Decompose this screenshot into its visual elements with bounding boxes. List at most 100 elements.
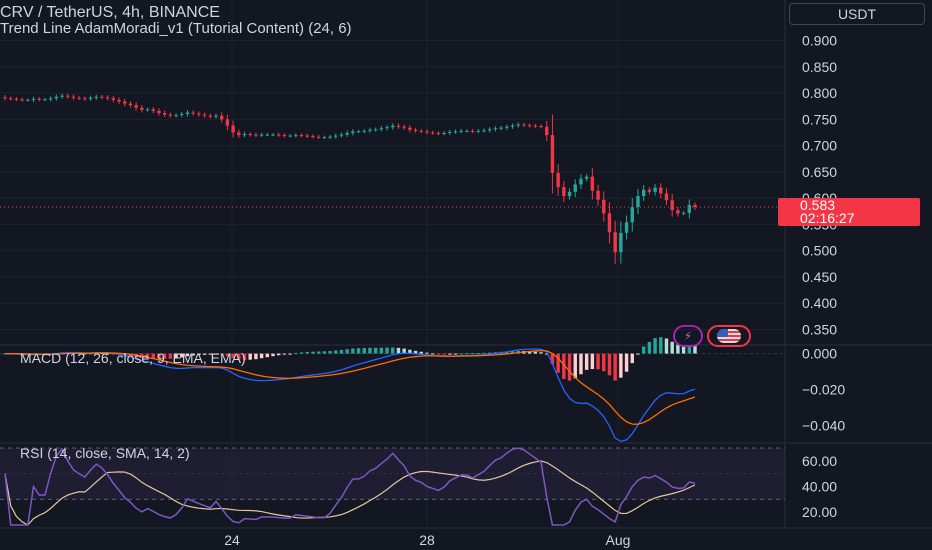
macd-histogram-bar <box>664 338 669 354</box>
macd-histogram-bar <box>197 353 201 356</box>
macd-histogram-bar <box>334 350 338 354</box>
macd-histogram-bar <box>584 353 589 370</box>
candle-body <box>379 128 384 130</box>
macd-histogram-bar <box>482 352 486 354</box>
candle-body <box>482 130 486 132</box>
price-axis-label: 0.900 <box>802 33 837 49</box>
candle-body <box>693 204 697 208</box>
candle-body <box>277 134 281 136</box>
candle-body <box>607 213 612 233</box>
candle-body <box>465 130 469 132</box>
candle-body <box>408 127 412 130</box>
macd-histogram-bar <box>174 353 178 359</box>
candle-body <box>362 130 366 132</box>
macd-histogram-bar <box>168 353 173 359</box>
candle-body <box>140 107 144 110</box>
macd-histogram-bar <box>328 350 332 354</box>
macd-axis-label: −0.040 <box>802 417 845 433</box>
candle-body <box>316 136 321 138</box>
currency-button[interactable]: USDT <box>789 3 925 25</box>
candle-body <box>619 232 623 253</box>
candle-body <box>613 232 617 253</box>
price-axis-label: 0.350 <box>802 321 837 337</box>
candle-body <box>225 119 230 126</box>
time-axis-label: Aug <box>606 532 631 548</box>
candle-body <box>248 134 252 136</box>
macd-histogram-bar <box>636 353 640 355</box>
macd-histogram-bar <box>339 349 344 354</box>
candle-body <box>442 132 446 134</box>
macd-histogram-bar <box>356 348 361 354</box>
macd-histogram-bar <box>402 348 406 354</box>
macd-histogram-bar <box>602 353 606 372</box>
candle-body <box>191 112 195 114</box>
macd-histogram-bar <box>448 353 452 355</box>
macd-histogram-bar <box>88 353 93 355</box>
candle-body <box>100 96 104 98</box>
candle-body <box>345 132 349 135</box>
candle-body <box>328 136 332 138</box>
candle-body <box>339 134 344 136</box>
candle-body <box>282 135 287 137</box>
candle-body <box>60 95 64 97</box>
candle-body <box>231 125 235 133</box>
candle-body <box>373 129 378 131</box>
macd-histogram-bar <box>505 351 509 354</box>
us-flag-icon[interactable] <box>707 325 751 347</box>
price-axis-label: 0.400 <box>802 295 837 311</box>
time-axis-label: 24 <box>224 532 240 548</box>
candle-body <box>111 98 116 100</box>
candle-body <box>596 190 600 200</box>
candle-body <box>259 134 264 136</box>
candle-body <box>430 132 435 134</box>
macd-histogram-bar <box>83 353 87 355</box>
macd-histogram-bar <box>237 353 241 360</box>
candle-body <box>545 126 549 136</box>
macd-histogram-bar <box>659 337 663 354</box>
candle-body <box>168 114 173 116</box>
candle-body <box>573 184 577 192</box>
candle-body <box>299 135 304 137</box>
candle-body <box>351 131 355 133</box>
indicator-badges: ⚡ <box>673 325 751 347</box>
candle-body <box>396 125 401 127</box>
macd-histogram-bar <box>545 353 549 355</box>
candle-body <box>162 113 167 115</box>
candle-body <box>174 115 178 117</box>
macd-histogram-bar <box>413 350 418 354</box>
candle-body <box>237 132 241 136</box>
macd-histogram-bar <box>225 353 230 356</box>
candle-body <box>602 199 606 214</box>
candle-body <box>105 97 110 99</box>
macd-histogram-bar <box>442 353 446 355</box>
macd-histogram-bar <box>590 353 595 370</box>
candle-body <box>556 172 560 188</box>
candle-body <box>254 134 258 136</box>
candle-body <box>493 128 498 130</box>
price-axis-label: 0.500 <box>802 243 837 259</box>
macd-histogram-bar <box>653 338 657 354</box>
macd-histogram-bar <box>157 353 161 359</box>
macd-histogram-bar <box>373 347 378 354</box>
candle-body <box>71 96 76 98</box>
macd-histogram-bar <box>550 353 555 365</box>
candle-body <box>676 210 680 214</box>
candle-body <box>151 109 155 111</box>
macd-histogram-bar <box>391 347 395 354</box>
macd-histogram-bar <box>607 353 612 376</box>
macd-histogram-bar <box>345 349 349 354</box>
macd-histogram-bar <box>425 352 429 354</box>
candle-body <box>527 125 532 127</box>
candle-body <box>681 212 686 214</box>
candle-body <box>37 98 41 100</box>
bar-countdown: 02:16:27 <box>800 210 855 226</box>
candle-body <box>214 115 218 117</box>
price-axis-label: 0.650 <box>802 164 837 180</box>
macd-histogram-bar <box>248 353 252 360</box>
candle-body <box>659 187 663 194</box>
candle-body <box>322 137 327 139</box>
candle-body <box>20 99 24 101</box>
macd-histogram-bar <box>368 347 372 354</box>
bolt-icon[interactable]: ⚡ <box>673 325 703 347</box>
